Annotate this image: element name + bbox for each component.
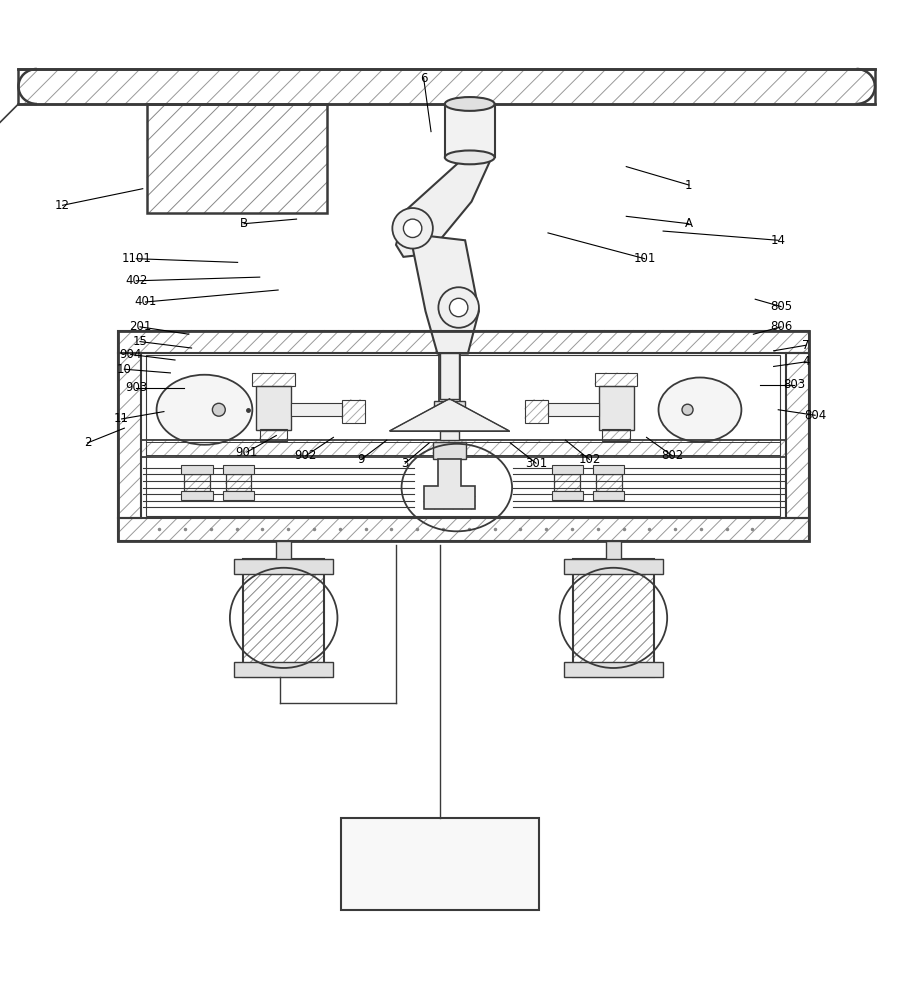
Text: 301: 301 (525, 457, 547, 470)
Bar (243, 559, 324, 677)
Bar (147, 104, 327, 213)
Text: 10: 10 (117, 363, 132, 376)
Text: A: A (685, 217, 693, 230)
Bar (786, 353, 809, 518)
Text: 1101: 1101 (122, 252, 151, 265)
Bar (552, 491, 583, 500)
Bar (276, 541, 291, 561)
Bar (439, 354, 460, 431)
Text: 401: 401 (134, 295, 157, 308)
Bar (118, 353, 141, 518)
Text: 806: 806 (770, 320, 792, 333)
Bar (118, 518, 809, 541)
Bar (260, 429, 287, 441)
Bar (234, 662, 333, 677)
Text: 15: 15 (133, 335, 147, 348)
Ellipse shape (445, 150, 495, 164)
Text: 6: 6 (420, 72, 427, 85)
Text: 904: 904 (120, 348, 142, 361)
Bar (593, 465, 624, 474)
Text: 805: 805 (770, 300, 792, 313)
Text: 804: 804 (804, 409, 826, 422)
Polygon shape (390, 399, 509, 431)
Text: 12: 12 (55, 199, 70, 212)
Bar (18, 69, 875, 104)
Text: 2: 2 (84, 436, 91, 449)
Circle shape (682, 404, 694, 415)
Ellipse shape (157, 375, 252, 445)
Bar (291, 403, 342, 416)
Text: 1: 1 (685, 179, 693, 192)
Bar (445, 104, 495, 157)
Bar (342, 400, 365, 423)
Text: 3: 3 (402, 457, 409, 470)
Bar (573, 559, 654, 677)
Bar (599, 386, 634, 430)
Bar (341, 818, 539, 910)
Bar (146, 355, 780, 516)
Polygon shape (396, 159, 490, 257)
Bar (434, 413, 465, 424)
Bar (146, 442, 780, 455)
Text: 402: 402 (125, 274, 147, 287)
Bar (548, 403, 599, 416)
Circle shape (403, 219, 422, 238)
Bar (256, 386, 291, 430)
Polygon shape (424, 459, 475, 509)
Bar (602, 429, 630, 441)
Text: 802: 802 (661, 449, 683, 462)
Bar (606, 541, 621, 561)
Bar (252, 373, 295, 386)
Bar (234, 559, 333, 574)
Bar (440, 431, 459, 440)
Bar (433, 442, 466, 459)
Bar (184, 474, 210, 491)
Circle shape (392, 208, 433, 249)
Text: 803: 803 (783, 378, 805, 391)
Text: 201: 201 (129, 320, 151, 333)
Ellipse shape (445, 97, 495, 111)
Bar (118, 331, 809, 353)
Polygon shape (410, 234, 479, 354)
Bar (593, 491, 624, 500)
Circle shape (213, 403, 226, 416)
Text: 11: 11 (114, 412, 129, 425)
Bar (226, 474, 251, 491)
Bar (552, 465, 583, 474)
Bar (434, 401, 465, 411)
Text: 7: 7 (802, 339, 810, 352)
Text: 101: 101 (634, 252, 656, 265)
Text: 4: 4 (802, 355, 810, 368)
Circle shape (438, 287, 479, 328)
Bar (181, 465, 213, 474)
Text: 9: 9 (357, 453, 365, 466)
Bar (440, 353, 459, 399)
Bar (141, 440, 786, 457)
Bar (181, 491, 213, 500)
Bar (564, 559, 663, 574)
Text: 102: 102 (578, 453, 600, 466)
Bar (223, 465, 254, 474)
Text: 903: 903 (125, 381, 147, 394)
Ellipse shape (659, 378, 741, 442)
Bar (564, 662, 663, 677)
Text: 902: 902 (295, 449, 317, 462)
Bar (596, 474, 622, 491)
Bar (595, 373, 637, 386)
Text: B: B (240, 217, 248, 230)
Bar (525, 400, 548, 423)
Bar (554, 474, 580, 491)
Text: 901: 901 (236, 446, 258, 459)
Bar (223, 491, 254, 500)
Bar (118, 331, 809, 541)
Circle shape (449, 298, 468, 317)
Text: 14: 14 (771, 234, 786, 247)
